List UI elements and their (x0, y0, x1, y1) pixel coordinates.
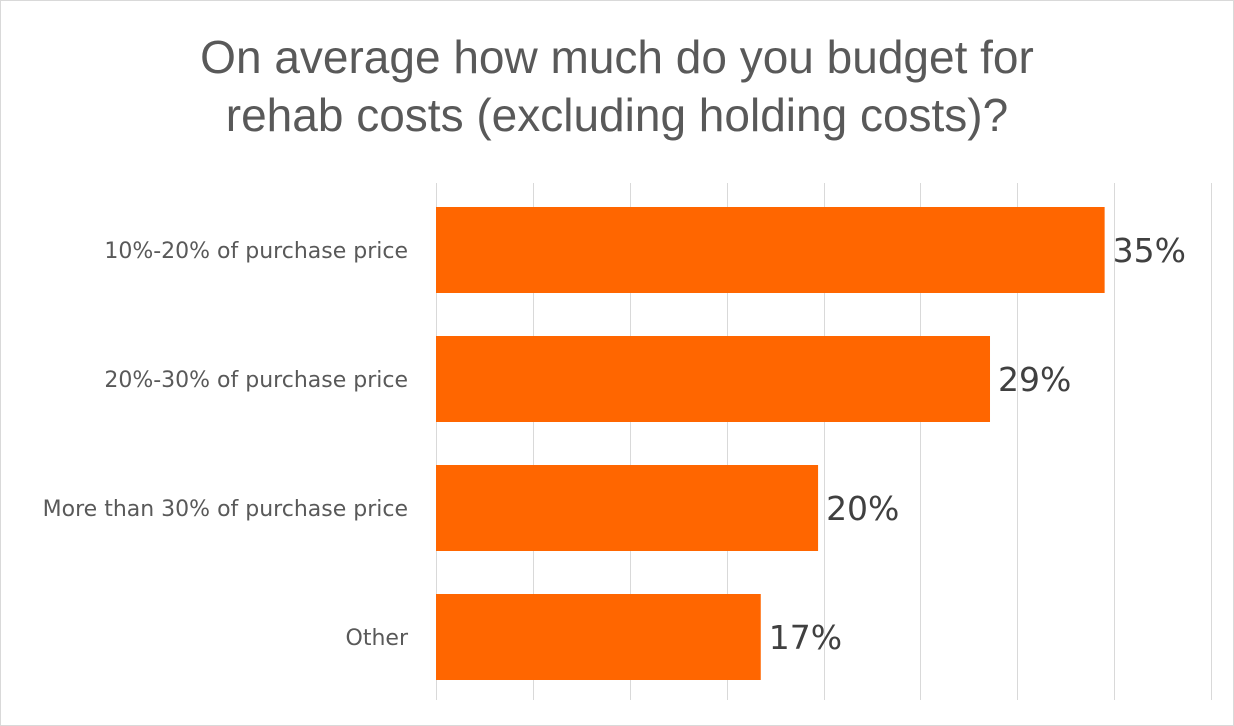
bar (436, 207, 1105, 293)
category-label: 10%-20% of purchase price (104, 239, 408, 264)
category-label: Other (346, 626, 409, 651)
category-label: 20%-30% of purchase price (104, 368, 408, 393)
data-label: 35% (1113, 231, 1186, 270)
data-label: 17% (769, 618, 842, 657)
chart-title-line-2: rehab costs (excluding holding costs)? (225, 89, 1009, 141)
bar (436, 594, 761, 680)
bar (436, 465, 819, 551)
category-label: More than 30% of purchase price (43, 497, 408, 522)
chart-title-line-1: On average how much do you budget for (200, 31, 1034, 83)
data-label: 29% (998, 360, 1071, 399)
data-label: 20% (826, 489, 899, 528)
chart-title: On average how much do you budget for re… (0, 28, 1234, 144)
bar (436, 336, 991, 422)
